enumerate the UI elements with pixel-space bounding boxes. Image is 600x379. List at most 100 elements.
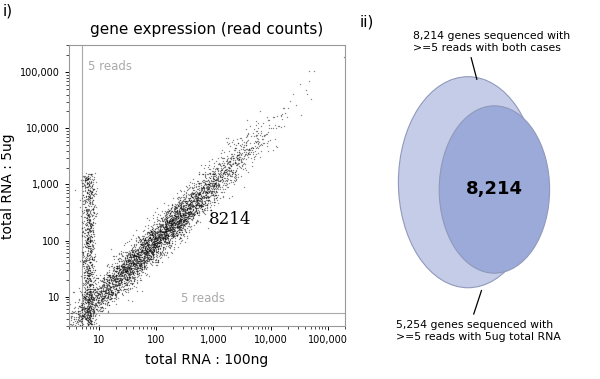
Point: [208, 175, 218, 182]
Point: [91, 213, 100, 219]
Point: [95, 308, 104, 314]
Point: [134, 248, 143, 254]
Point: [176, 222, 186, 228]
Point: [210, 185, 220, 191]
Point: [170, 216, 180, 222]
Point: [251, 132, 260, 138]
Point: [200, 171, 210, 177]
Point: [170, 207, 179, 213]
Point: [116, 286, 125, 292]
Point: [166, 216, 175, 222]
Point: [136, 249, 145, 255]
Point: [211, 182, 220, 188]
Point: [133, 264, 143, 270]
Point: [92, 288, 101, 294]
Point: [78, 306, 88, 312]
Point: [209, 199, 218, 205]
Point: [179, 194, 189, 200]
Point: [130, 247, 139, 253]
Point: [163, 227, 173, 233]
Point: [187, 205, 196, 211]
Point: [80, 294, 89, 300]
Point: [122, 264, 131, 270]
Point: [107, 298, 117, 304]
Point: [180, 199, 190, 205]
Point: [80, 200, 90, 207]
Point: [158, 233, 168, 240]
Point: [217, 160, 226, 166]
Point: [226, 155, 235, 161]
Point: [85, 181, 94, 187]
Point: [164, 236, 173, 243]
Point: [88, 183, 97, 189]
Point: [189, 212, 199, 218]
Point: [129, 260, 139, 266]
Point: [226, 161, 235, 167]
Point: [170, 212, 179, 218]
Point: [137, 247, 146, 254]
Point: [163, 221, 173, 227]
Point: [130, 265, 139, 271]
Point: [197, 206, 207, 212]
Point: [117, 271, 127, 277]
Point: [199, 177, 209, 183]
Point: [193, 195, 202, 201]
Point: [84, 273, 94, 279]
Point: [100, 284, 109, 290]
Point: [150, 235, 160, 241]
Point: [184, 209, 193, 215]
Point: [80, 294, 90, 300]
Point: [85, 251, 95, 257]
Point: [126, 258, 136, 264]
Point: [81, 277, 91, 283]
Point: [148, 221, 158, 227]
Point: [160, 235, 170, 241]
Point: [141, 240, 151, 246]
Point: [161, 229, 171, 235]
Point: [150, 234, 160, 240]
Point: [198, 185, 208, 191]
Point: [115, 274, 125, 280]
Point: [142, 229, 152, 235]
Point: [152, 249, 162, 255]
Point: [82, 293, 91, 299]
Point: [152, 237, 161, 243]
Point: [226, 167, 236, 173]
Point: [152, 214, 161, 220]
Point: [175, 224, 184, 230]
Point: [118, 253, 127, 259]
Point: [206, 190, 216, 196]
Point: [170, 206, 180, 212]
Point: [132, 252, 142, 258]
Point: [127, 281, 137, 287]
Point: [257, 130, 266, 136]
Point: [248, 149, 257, 155]
Point: [190, 192, 199, 198]
Point: [80, 204, 89, 210]
Point: [191, 200, 201, 207]
Point: [159, 243, 169, 249]
Point: [120, 271, 130, 277]
Point: [116, 279, 126, 285]
Point: [92, 307, 101, 313]
Point: [83, 289, 92, 295]
Point: [157, 240, 167, 246]
Point: [80, 221, 89, 227]
Point: [82, 225, 91, 231]
Point: [118, 276, 127, 282]
Point: [155, 211, 165, 218]
Point: [85, 302, 94, 309]
Point: [102, 290, 112, 296]
Point: [83, 305, 93, 312]
Point: [254, 139, 264, 145]
Point: [187, 213, 196, 219]
Point: [103, 299, 113, 305]
Point: [176, 204, 185, 210]
Point: [181, 204, 191, 210]
Point: [82, 279, 91, 285]
Point: [89, 290, 99, 296]
Point: [221, 180, 231, 186]
Point: [288, 91, 298, 97]
Point: [116, 255, 125, 261]
Point: [173, 227, 182, 233]
